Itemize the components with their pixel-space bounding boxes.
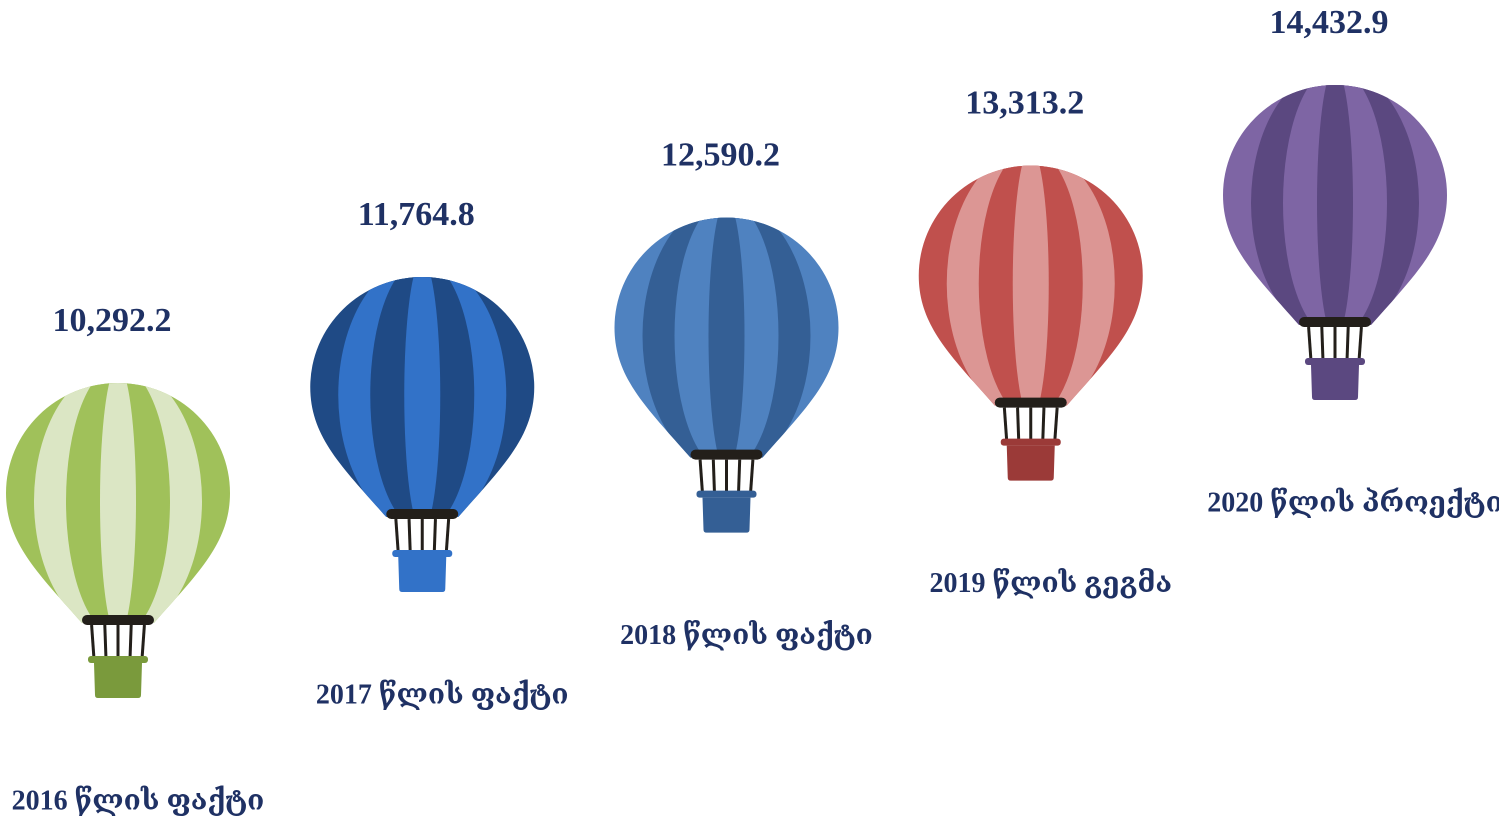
stripes [338,277,507,518]
balloon [6,383,230,698]
neck [82,615,154,625]
balloon [614,217,839,533]
basket-rim [1305,358,1365,365]
basket-rim [88,656,148,663]
rope [711,459,716,494]
value-label: 14,432.9 [1270,4,1389,41]
rope [698,459,704,494]
rope [1041,407,1046,442]
neck [994,397,1067,408]
category-label: 2019 წლის გეგმა [929,567,1172,599]
basket [398,557,447,593]
value-label: 12,590.2 [661,136,780,173]
rope [394,518,400,554]
stripe [708,217,745,458]
rope [1053,407,1059,442]
value-label: 10,292.2 [53,302,172,339]
rope [1320,326,1325,362]
rope [407,518,412,554]
stripes [642,217,811,458]
balloon [918,165,1143,481]
rope [1345,326,1350,362]
stripes [1251,85,1419,325]
balloon [310,277,535,593]
stripes [34,383,202,623]
basket [94,663,142,698]
rope [103,624,108,660]
stripe [404,277,441,518]
basket-rim [696,490,757,498]
rope [737,459,742,494]
rope [1357,326,1363,362]
value-label: 13,313.2 [965,84,1084,121]
basket-rim [1000,438,1061,446]
stripes [946,165,1115,406]
category-label: 2018 წლის ფაქტი [620,619,873,651]
stripe [1012,165,1049,406]
balloon [1223,85,1447,400]
rope [432,518,437,554]
basket [1006,445,1055,481]
neck [1299,317,1371,327]
basket [702,497,751,533]
category-label: 2017 წლის ფაქტი [316,678,569,710]
basket [1311,365,1359,400]
rope [1307,326,1313,362]
value-label: 11,764.8 [358,196,475,233]
stripe [100,383,136,623]
rope [140,624,146,660]
rope [1016,407,1021,442]
basket-rim [392,550,453,558]
neck [386,509,459,520]
rope [1002,407,1009,442]
rope [749,459,755,494]
neck [690,449,763,460]
stripe [1317,85,1353,325]
rope [128,624,133,660]
rope [444,518,451,554]
category-label: 2016 წლის ფაქტი [12,784,265,816]
rope [90,624,96,660]
category-label: 2020 წლის პროექტი [1207,486,1499,518]
